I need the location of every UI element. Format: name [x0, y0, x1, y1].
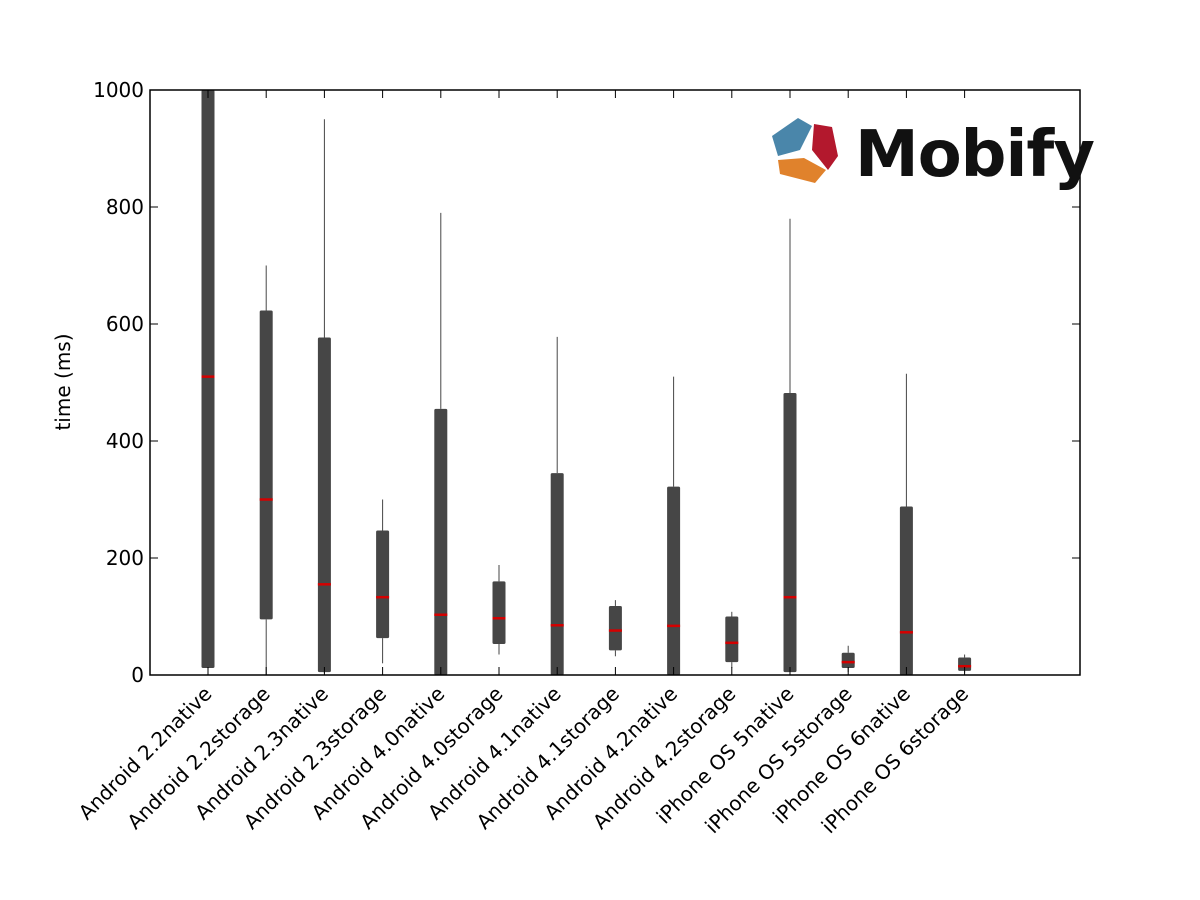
box-2	[259, 265, 273, 675]
logo-orange-petal	[778, 158, 826, 183]
box-body	[725, 616, 739, 663]
box-body	[958, 657, 972, 671]
y-axis: 0 200 400 600 800 1000	[93, 78, 1080, 687]
logo-wordmark: Mobify	[855, 118, 1094, 192]
y-tick-label: 0	[131, 663, 144, 687]
box-body	[492, 581, 506, 644]
logo-blue-petal	[772, 118, 812, 156]
y-tick-label: 200	[106, 546, 144, 570]
box-body	[259, 310, 273, 620]
box-body	[783, 393, 797, 673]
plot-content	[201, 90, 972, 675]
box-4	[376, 499, 390, 664]
box-body	[667, 486, 681, 675]
box-11	[783, 218, 797, 674]
box-8	[608, 600, 622, 657]
mobify-logo: Mobify	[772, 118, 1095, 192]
box-body	[434, 408, 448, 675]
box-body	[201, 90, 215, 668]
y-tick-label: 1000	[93, 78, 144, 102]
box-body	[608, 605, 622, 651]
y-axis-label: time (ms)	[51, 333, 75, 430]
box-body	[317, 337, 331, 673]
box-body	[841, 652, 855, 668]
box-6	[492, 565, 506, 655]
box-1	[201, 90, 215, 673]
box-9	[667, 376, 681, 675]
box-13	[899, 373, 913, 675]
box-10	[725, 611, 739, 668]
logo-mark-icon	[772, 118, 838, 183]
box-body	[376, 530, 390, 639]
box-7	[550, 336, 564, 675]
box-5	[434, 212, 448, 675]
logo-red-petal	[812, 124, 838, 170]
y-tick-label: 600	[106, 312, 144, 336]
box-3	[317, 119, 331, 674]
y-tick-label: 400	[106, 429, 144, 453]
y-tick-label: 800	[106, 195, 144, 219]
box-body	[550, 473, 564, 675]
box-body	[899, 506, 913, 675]
